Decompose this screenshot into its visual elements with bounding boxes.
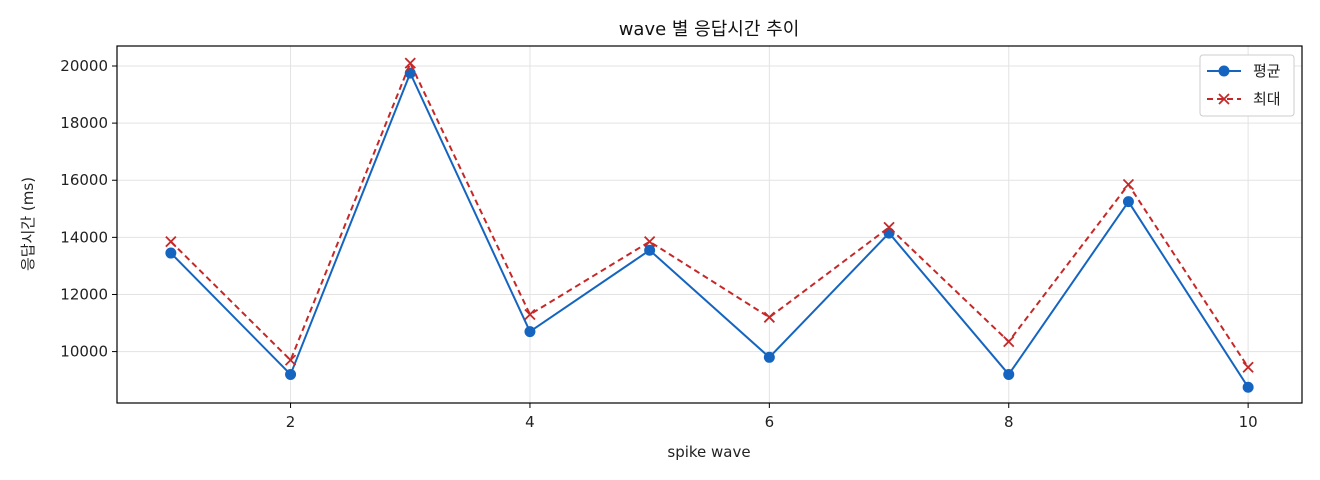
series-line-avg [170,72,1249,388]
data-point-max [1242,361,1254,373]
data-point-max [284,354,297,366]
marker-stroke [883,221,895,233]
data-point-avg [285,368,297,380]
legend-entry-max: 최대 [1207,90,1281,108]
data-point-avg [1003,368,1015,380]
data-point-avg [165,247,177,259]
data-point-max [404,57,416,69]
marker-stroke [165,235,177,248]
marker-stroke [1003,335,1015,348]
data-point-avg [524,326,536,338]
series-max [165,57,1254,373]
marker-stroke [1218,93,1230,105]
data-point-max [883,221,895,233]
x-tick-label: 4 [525,413,535,431]
series-avg [165,67,1254,393]
series-layer [165,57,1254,393]
legend-label-avg: 평균 [1253,62,1281,80]
legend-entry-avg: 평균 [1207,62,1281,80]
data-point-max [1003,335,1015,348]
y-tick-label: 14000 [60,228,108,246]
marker-stroke [644,235,656,248]
x-tick-label: 2 [286,413,296,431]
legend-marker-max [1218,93,1230,105]
marker-stroke [284,354,297,366]
y-tick-label: 18000 [60,114,108,132]
data-point-max [763,311,775,323]
marker-stroke [404,57,416,69]
data-point-avg [763,351,775,363]
marker-stroke [524,308,536,321]
marker-stroke [763,311,775,323]
legend-label-max: 최대 [1253,90,1281,108]
x-tick-label: 6 [765,413,775,431]
data-point-avg [644,244,656,256]
y-tick-label: 16000 [60,171,108,189]
y-tick-label: 20000 [60,57,108,75]
data-point-max [1122,178,1135,191]
chart-title: wave 별 응답시간 추이 [619,19,800,40]
marker-stroke [1122,178,1135,191]
data-point-max [524,308,536,321]
y-tick-label: 10000 [60,343,108,361]
x-tick-label: 8 [1004,413,1014,431]
data-point-avg [1122,196,1134,208]
x-tick-label: 10 [1239,413,1258,431]
data-point-max [165,235,177,248]
series-line-max [170,62,1249,368]
grid-lines [117,46,1302,403]
data-point-max [644,235,656,248]
y-tick-label: 12000 [60,285,108,303]
plot-frame [116,45,1303,404]
x-axis-title: spike wave [667,443,750,461]
data-point-avg [1242,381,1254,393]
marker-stroke [1242,361,1254,373]
legend-marker-avg [1218,65,1230,77]
y-axis-title: 응답시간 (ms) [19,177,37,271]
axis-ticks: 2 4 6 8 10 10000 12000 14000 16000 18000 20000 [60,57,1257,431]
